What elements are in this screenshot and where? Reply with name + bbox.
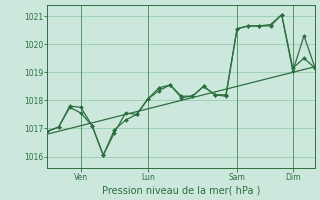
X-axis label: Pression niveau de la mer( hPa ): Pression niveau de la mer( hPa ) — [102, 185, 260, 195]
